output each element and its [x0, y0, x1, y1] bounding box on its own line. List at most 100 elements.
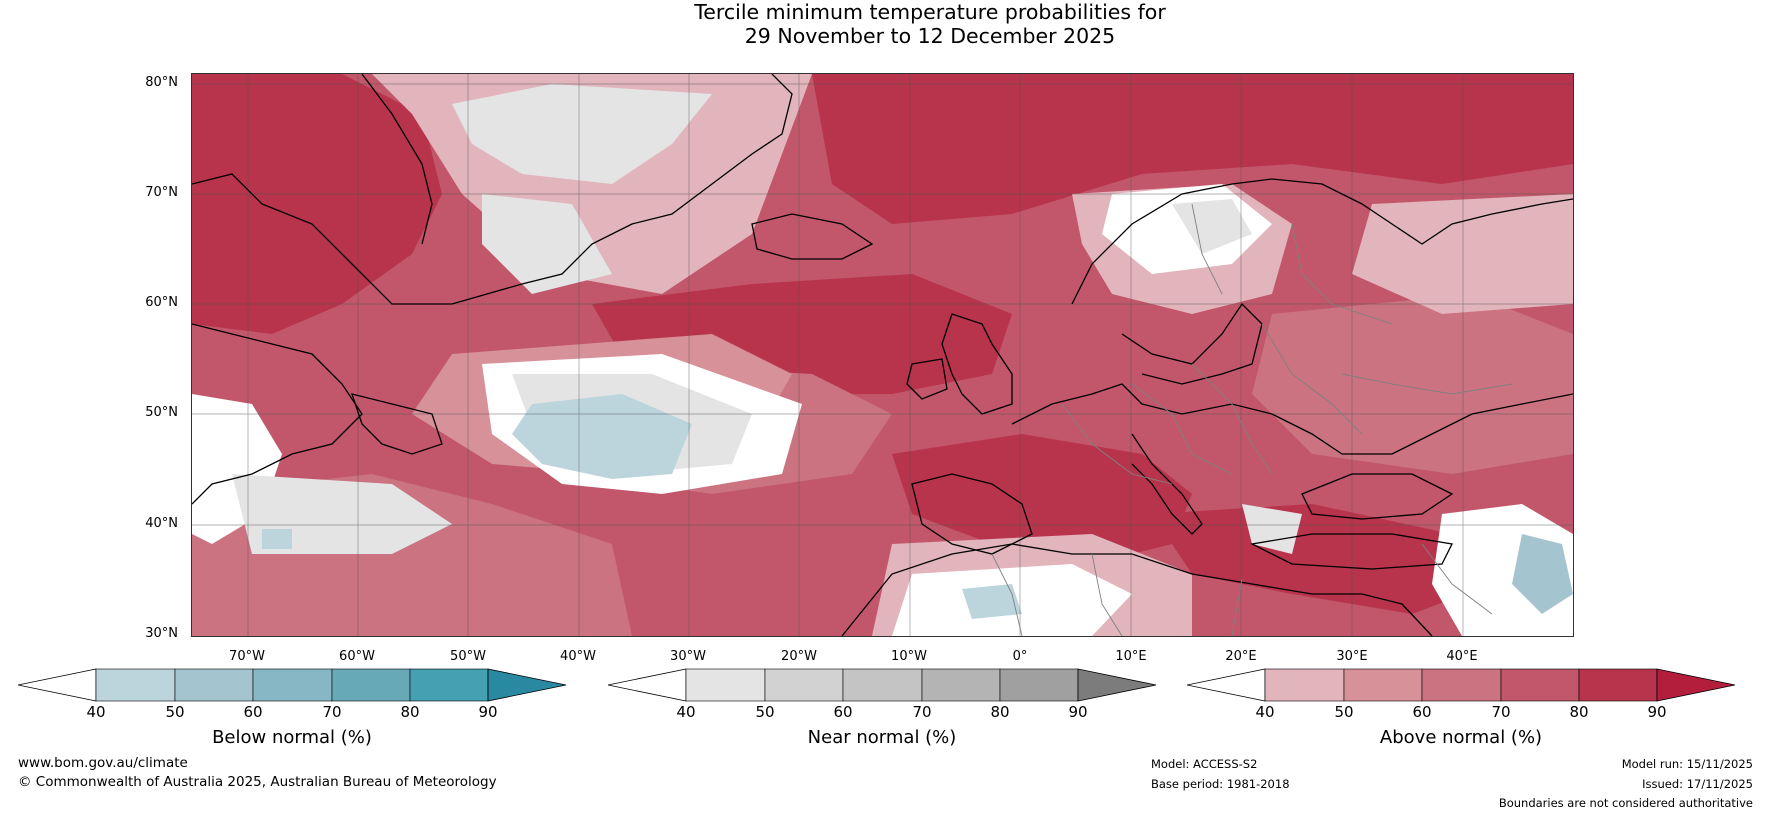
website-link[interactable]: www.bom.gov.au/climate — [18, 755, 188, 771]
below-normal-swatch-0 — [18, 668, 97, 702]
lon-label-0: 0° — [1012, 649, 1028, 664]
lon-label-70w: 70°W — [229, 649, 265, 664]
above-normal-tick-80: 80 — [1569, 703, 1589, 721]
region-iberia-high — [892, 434, 1192, 564]
coast-greenland-2 — [361, 74, 433, 245]
below-normal-tick-50: 50 — [165, 703, 185, 721]
near-normal-swatch-4 — [921, 668, 1001, 702]
coast-black-sea — [1301, 473, 1454, 520]
colorbar-near-normal — [608, 668, 1157, 702]
below-normal-swatch-5 — [409, 668, 489, 702]
region-greenland-west-high — [192, 74, 442, 334]
below-normal-tick-40: 40 — [86, 703, 106, 721]
base-period: Base period: 1981-2018 — [1151, 777, 1290, 791]
lon-label-10w: 10°W — [891, 649, 927, 664]
below-normal-tick-90: 90 — [478, 703, 498, 721]
above-normal-tick-50: 50 — [1334, 703, 1354, 721]
near-normal-tick-50: 50 — [755, 703, 775, 721]
coast-scandinavia — [1071, 178, 1573, 305]
lon-label-20w: 20°W — [781, 649, 817, 664]
near-normal-swatch-6 — [1077, 668, 1157, 702]
colorbar-below-normal — [18, 668, 567, 702]
above-normal-tick-70: 70 — [1491, 703, 1511, 721]
coast-baltic — [1121, 302, 1263, 385]
lon-label-30w: 30°W — [670, 649, 706, 664]
model-name: Model: ACCESS-S2 — [1151, 757, 1258, 771]
above-normal-tick-90: 90 — [1647, 703, 1667, 721]
below-normal-swatch-6 — [487, 668, 567, 702]
region-greenland-near-normal — [452, 84, 712, 184]
above-normal-swatch-0 — [1187, 668, 1266, 702]
national-borders — [991, 203, 1513, 636]
lat-label-80n: 80°N — [145, 75, 178, 90]
issued-date: Issued: 17/11/2025 — [1642, 777, 1753, 791]
near-normal-swatch-1 — [685, 668, 766, 702]
region-arctic-high — [812, 74, 1573, 224]
below-normal-tick-60: 60 — [243, 703, 263, 721]
colorbar-above-normal — [1187, 668, 1736, 702]
near-normal-tick-70: 70 — [912, 703, 932, 721]
lat-label-30n: 30°N — [145, 626, 178, 641]
lon-label-40e: 40°E — [1446, 649, 1478, 664]
lat-label-40n: 40°N — [145, 516, 178, 531]
region-med-high — [1152, 504, 1492, 614]
model-run-date: Model run: 15/11/2025 — [1621, 757, 1753, 771]
region-greenland-south-near-normal — [482, 194, 612, 294]
copyright-text: © Commonwealth of Australia 2025, Austra… — [18, 774, 497, 790]
region-east-europe-mid — [1252, 294, 1573, 474]
below-normal-tick-80: 80 — [400, 703, 420, 721]
above-normal-swatch-4 — [1500, 668, 1580, 702]
below-normal-swatch-1 — [95, 668, 176, 702]
coast-newfoundland — [351, 393, 443, 455]
near-normal-swatch-3 — [842, 668, 923, 702]
lon-label-30e: 30°E — [1336, 649, 1368, 664]
near-normal-tick-90: 90 — [1068, 703, 1088, 721]
boundaries-disclaimer: Boundaries are not considered authoritat… — [1498, 796, 1753, 810]
coastlines — [192, 74, 1573, 636]
coast-ireland — [906, 358, 948, 400]
lat-label-60n: 60°N — [145, 295, 178, 310]
lon-label-50w: 50°W — [450, 649, 486, 664]
below-normal-swatch-2 — [174, 668, 254, 702]
region-balkans-near-normal — [1242, 504, 1302, 554]
lon-label-20e: 20°E — [1225, 649, 1257, 664]
region-caspian-below-normal — [1512, 534, 1573, 614]
above-normal-swatch-2 — [1343, 668, 1423, 702]
region-atlantic-below-normal — [512, 394, 692, 479]
near-normal-tick-40: 40 — [676, 703, 696, 721]
coast-canada — [192, 323, 363, 505]
lat-label-70n: 70°N — [145, 185, 178, 200]
above-normal-swatch-1 — [1264, 668, 1345, 702]
probability-map — [191, 73, 1574, 637]
chart-title: Tercile minimum temperature probabilitie… — [0, 0, 1770, 48]
lon-label-40w: 40°W — [560, 649, 596, 664]
below-normal-swatch-3 — [252, 668, 333, 702]
region-scandinavia-near-normal-2 — [1172, 199, 1252, 254]
lat-label-50n: 50°N — [145, 405, 178, 420]
near-normal-tick-80: 80 — [990, 703, 1010, 721]
coast-italy — [1131, 433, 1203, 535]
lon-label-10e: 10°E — [1115, 649, 1147, 664]
coast-turkey — [1249, 533, 1453, 570]
title-line-1: Tercile minimum temperature probabilitie… — [694, 0, 1166, 24]
lon-label-60w: 60°W — [339, 649, 375, 664]
region-nova-scotia-below-normal — [262, 529, 292, 549]
near-normal-swatch-2 — [764, 668, 844, 702]
below-normal-swatch-4 — [331, 668, 411, 702]
title-line-2: 29 November to 12 December 2025 — [744, 24, 1116, 48]
coast-europe — [1011, 383, 1573, 455]
near-normal-tick-60: 60 — [833, 703, 853, 721]
coast-greenland — [192, 74, 793, 305]
gridlines — [192, 74, 1573, 636]
coast-iceland — [751, 213, 874, 260]
coast-africa — [841, 543, 1433, 636]
above-normal-tick-40: 40 — [1255, 703, 1275, 721]
near-normal-swatch-0 — [608, 668, 687, 702]
map-canvas — [192, 74, 1573, 636]
above-normal-title: Above normal (%) — [1379, 727, 1543, 748]
near-normal-swatch-5 — [999, 668, 1079, 702]
above-normal-swatch-6 — [1656, 668, 1736, 702]
coast-uk — [941, 313, 1013, 415]
region-africa-below-normal — [962, 584, 1022, 619]
near-normal-title: Near normal (%) — [807, 727, 957, 748]
